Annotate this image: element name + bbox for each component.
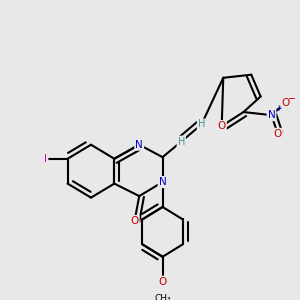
Text: H: H bbox=[178, 136, 185, 147]
Text: N: N bbox=[268, 110, 275, 120]
Text: O: O bbox=[281, 98, 290, 108]
Text: N: N bbox=[159, 177, 167, 187]
Text: O: O bbox=[218, 121, 226, 131]
Text: −: − bbox=[288, 94, 297, 103]
Text: CH₃: CH₃ bbox=[154, 294, 171, 300]
Text: O: O bbox=[274, 129, 282, 139]
Text: H: H bbox=[198, 119, 205, 130]
Text: +: + bbox=[275, 103, 282, 112]
Text: I: I bbox=[44, 154, 47, 164]
Text: O: O bbox=[130, 216, 139, 226]
Text: N: N bbox=[135, 140, 143, 150]
Text: O: O bbox=[158, 277, 167, 287]
